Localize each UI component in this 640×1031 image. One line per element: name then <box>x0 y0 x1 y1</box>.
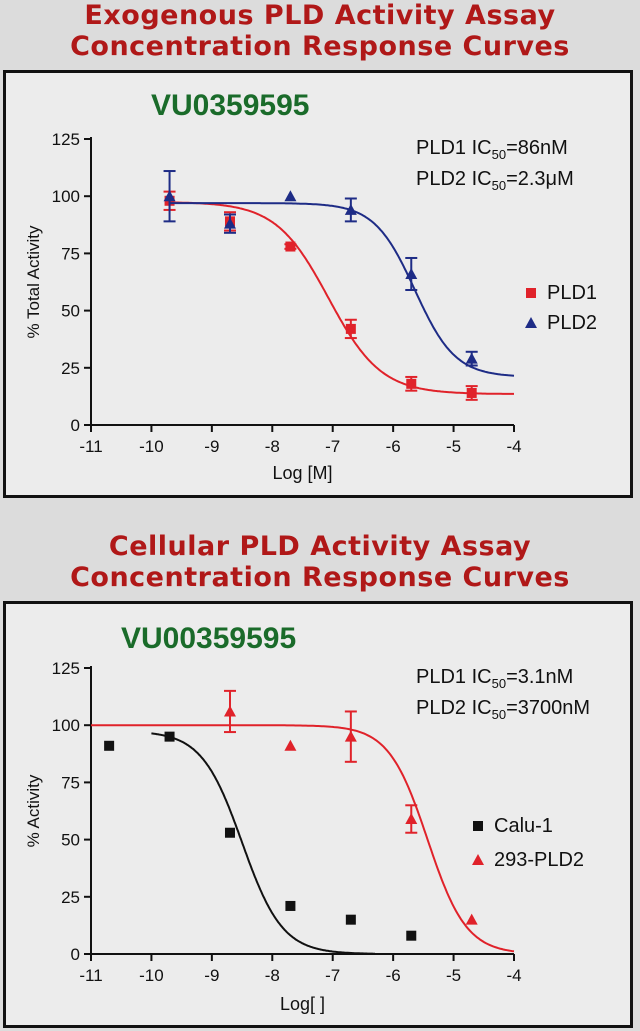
data-point <box>345 323 356 334</box>
bottom-chart: VU00359595 -11 -10 -9 -8 -7 -6 -5 -4 0 25 50 75 100 12… <box>24 622 590 1014</box>
series-PLD1 <box>163 190 514 401</box>
fit-curve <box>91 724 515 953</box>
y-tick-label: 50 <box>61 831 80 850</box>
x-tick-label: -5 <box>446 966 461 985</box>
data-point <box>163 190 176 202</box>
x-tick-label: -10 <box>139 437 164 456</box>
y-tick-label: 75 <box>61 773 80 792</box>
x-axis-label: Log [M] <box>272 463 332 483</box>
ic50-annotation: PLD1 IC50=3.1nM <box>416 666 573 691</box>
data-point <box>285 900 296 911</box>
x-tick-label: -4 <box>506 437 521 456</box>
bottom-title: Cellular PLD Activity Assay Concentratio… <box>0 531 640 593</box>
x-tick-label: -6 <box>386 437 401 456</box>
y-tick-label: 125 <box>52 659 80 678</box>
series-Calu-1 <box>104 731 417 955</box>
top-chart-panel: VU0359595 -11 -10 -9 -8 -7 -6 -5 -4 0 25 50 75 100 125… <box>3 70 633 498</box>
top-title: Exogenous PLD Activity Assay Concentrati… <box>0 0 640 62</box>
data-point <box>465 352 478 364</box>
x-tick-label: -7 <box>325 966 340 985</box>
x-tick-label: -9 <box>204 966 219 985</box>
data-point <box>285 241 296 252</box>
x-tick-label: -7 <box>325 437 340 456</box>
y-axis-label: % Activity <box>24 774 43 847</box>
y-tick-label: 25 <box>61 359 80 378</box>
compound-label: VU0359595 <box>151 89 309 122</box>
data-point <box>465 913 478 925</box>
x-axis-label: Log[ ] <box>280 994 325 1014</box>
y-tick-label: 100 <box>52 187 80 206</box>
data-point <box>223 705 236 717</box>
bottom-title-line1: Cellular PLD Activity Assay <box>108 531 532 562</box>
x-tick-label: -8 <box>265 966 280 985</box>
top-chart: VU0359595 -11 -10 -9 -8 -7 -6 -5 -4 0 25 50 75 100 125… <box>24 89 597 483</box>
x-tick-label: -6 <box>386 966 401 985</box>
y-tick-label: 125 <box>52 130 80 149</box>
y-tick-label: 100 <box>52 716 80 735</box>
legend-label: Calu-1 <box>494 815 553 837</box>
y-tick-label: 0 <box>71 945 80 964</box>
x-tick-label: -8 <box>265 437 280 456</box>
data-point <box>345 914 356 925</box>
legend-label: PLD1 <box>547 282 597 304</box>
series-PLD2 <box>163 170 515 377</box>
data-point <box>284 190 297 202</box>
x-tick-label: -5 <box>446 437 461 456</box>
fit-curve <box>151 732 375 955</box>
x-tick-label: -4 <box>506 966 521 985</box>
data-point <box>284 739 297 751</box>
x-tick-label: -10 <box>139 966 164 985</box>
top-title-line2: Concentration Response Curves <box>70 31 570 62</box>
x-tick-label: -9 <box>204 437 219 456</box>
data-point <box>223 217 236 229</box>
top-title-line1: Exogenous PLD Activity Assay <box>84 0 556 31</box>
data-point <box>164 731 175 742</box>
x-tick-label: -11 <box>79 437 102 456</box>
data-point <box>344 730 357 742</box>
x-tick-label: -11 <box>79 966 102 985</box>
data-point <box>104 740 115 751</box>
data-point <box>224 827 235 838</box>
ic50-annotation: PLD1 IC50=86nM <box>416 137 568 162</box>
data-point <box>406 378 417 389</box>
fit-curve <box>169 201 514 395</box>
y-tick-label: 75 <box>61 244 80 263</box>
data-point <box>466 387 477 398</box>
fit-curve <box>169 202 515 377</box>
ic50-annotation: PLD2 IC50=2.3μM <box>416 168 574 193</box>
legend-label: PLD2 <box>547 312 597 334</box>
ic50-annotation: PLD2 IC50=3700nM <box>416 697 590 722</box>
legend-label: 293-PLD2 <box>494 849 584 871</box>
bottom-chart-panel: VU00359595 -11 -10 -9 -8 -7 -6 -5 -4 0 25 50 75 100 12… <box>3 601 633 1028</box>
legend-marker <box>526 288 536 298</box>
data-point <box>344 203 357 215</box>
legend-marker <box>473 821 483 831</box>
y-tick-label: 25 <box>61 888 80 907</box>
compound-label: VU00359595 <box>121 622 296 655</box>
data-point <box>406 930 417 941</box>
bottom-title-line2: Concentration Response Curves <box>70 562 570 593</box>
data-point <box>405 267 418 279</box>
y-tick-label: 50 <box>61 302 80 321</box>
legend-marker <box>525 317 537 328</box>
y-tick-label: 0 <box>71 416 80 435</box>
legend-marker <box>472 854 484 865</box>
data-point <box>405 813 418 825</box>
y-axis-label: % Total Activity <box>24 225 43 339</box>
series-293-PLD2 <box>91 689 515 953</box>
